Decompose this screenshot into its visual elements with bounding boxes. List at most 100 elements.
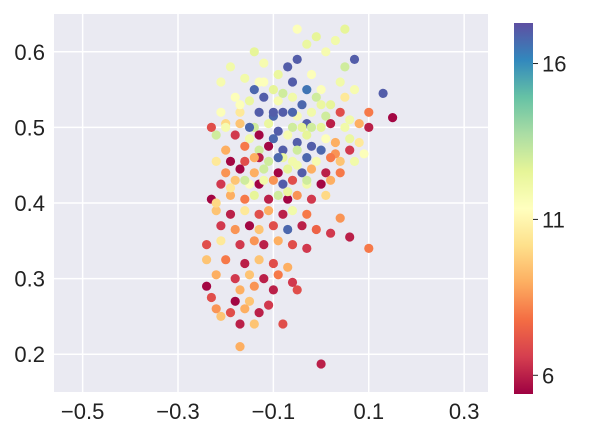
scatter-point (268, 221, 278, 231)
scatter-point (273, 190, 283, 200)
scatter-point (326, 153, 336, 163)
scatter-point (264, 141, 274, 151)
scatter-point (249, 153, 259, 163)
scatter-point (302, 175, 312, 185)
scatter-point (211, 304, 221, 314)
scatter-point (225, 156, 236, 166)
scatter-point (273, 69, 283, 80)
scatter-point (259, 92, 269, 102)
scatter-point (240, 141, 250, 151)
scatter-point (268, 258, 278, 269)
scatter-point (311, 156, 321, 166)
scatter-point (321, 111, 331, 121)
scatter-point (354, 137, 364, 148)
scatter-point (321, 168, 331, 178)
scatter-point (211, 156, 221, 166)
scatter-point (240, 156, 250, 166)
scatter-point (340, 62, 350, 72)
colorbar-ticks: 6 11 16 (533, 52, 566, 388)
scatter-point (345, 232, 355, 242)
scatter-point (240, 73, 250, 83)
scatter-point (364, 122, 374, 132)
scatter-point (216, 107, 226, 117)
scatter-point (335, 213, 345, 223)
scatter-point (249, 236, 259, 246)
scatter-point (235, 119, 245, 129)
scatter-point (230, 224, 240, 235)
scatter-point (202, 255, 212, 265)
scatter-point (283, 164, 293, 174)
scatter-point (254, 209, 264, 219)
scatter-point (335, 168, 345, 178)
scatter-point (268, 85, 278, 95)
scatter-point (302, 130, 312, 140)
scatter-point (340, 122, 350, 132)
scatter-point (249, 168, 259, 178)
scatter-point (225, 62, 236, 72)
scatter-point (335, 156, 345, 166)
scatter-point (225, 190, 236, 200)
scatter-point (221, 145, 231, 155)
scatter-point (254, 224, 264, 235)
scatter-point (345, 115, 355, 125)
scatter-point (259, 274, 269, 284)
scatter-point (202, 240, 212, 250)
scatter-point (268, 107, 278, 117)
scatter-point (349, 156, 360, 166)
scatter-point (316, 100, 326, 110)
y-tick-label: 0.3 (14, 267, 45, 292)
scatter-point (283, 62, 293, 72)
scatter-point (292, 54, 302, 64)
scatter-point (306, 164, 317, 174)
scatter-point (259, 77, 269, 87)
scatter-point (340, 92, 350, 102)
scatter-point (321, 134, 331, 144)
scatter-point (287, 240, 298, 250)
scatter-point (249, 319, 259, 329)
scatter-point (330, 137, 340, 148)
scatter-point (364, 107, 374, 117)
scatter-point (287, 206, 298, 216)
scatter-point (364, 243, 374, 253)
scatter-point (354, 119, 364, 129)
scatter-point (321, 47, 331, 57)
scatter-point (225, 183, 236, 193)
scatter-point (249, 281, 259, 291)
scatter-point (283, 187, 293, 197)
scatter-point (240, 206, 250, 216)
scatter-point (244, 270, 255, 280)
scatter-point (225, 308, 236, 318)
scatter-point (316, 122, 326, 132)
scatter-point (211, 270, 221, 280)
scatter-point (264, 206, 274, 216)
scatter-point (216, 221, 226, 231)
scatter-point (216, 311, 226, 321)
scatter-point (206, 122, 216, 132)
scatter-point (306, 107, 317, 117)
scatter-point (264, 119, 274, 129)
grid-lines (54, 14, 488, 392)
scatter-point (240, 175, 250, 185)
scatter-point (335, 107, 345, 117)
scatter-point (283, 262, 293, 272)
scatter-point (287, 122, 298, 132)
scatter-point (244, 96, 255, 106)
scatter-point (216, 77, 226, 87)
scatter-point (202, 281, 212, 291)
scatter-point (230, 130, 240, 140)
scatter-point (283, 130, 293, 140)
scatter-point (330, 35, 340, 46)
scatter-point (287, 92, 298, 102)
scatter-point (273, 168, 283, 178)
scatter-point (306, 141, 317, 151)
scatter-point (235, 240, 245, 250)
scatter-point (211, 206, 221, 216)
scatter-point (278, 107, 288, 117)
scatter-point (225, 209, 236, 219)
y-tick-label: 0.4 (14, 191, 45, 216)
scatter-point (306, 69, 317, 80)
scatter-point (335, 77, 345, 87)
scatter-point (283, 224, 293, 235)
colorbar-tick-label: 11 (542, 207, 565, 232)
